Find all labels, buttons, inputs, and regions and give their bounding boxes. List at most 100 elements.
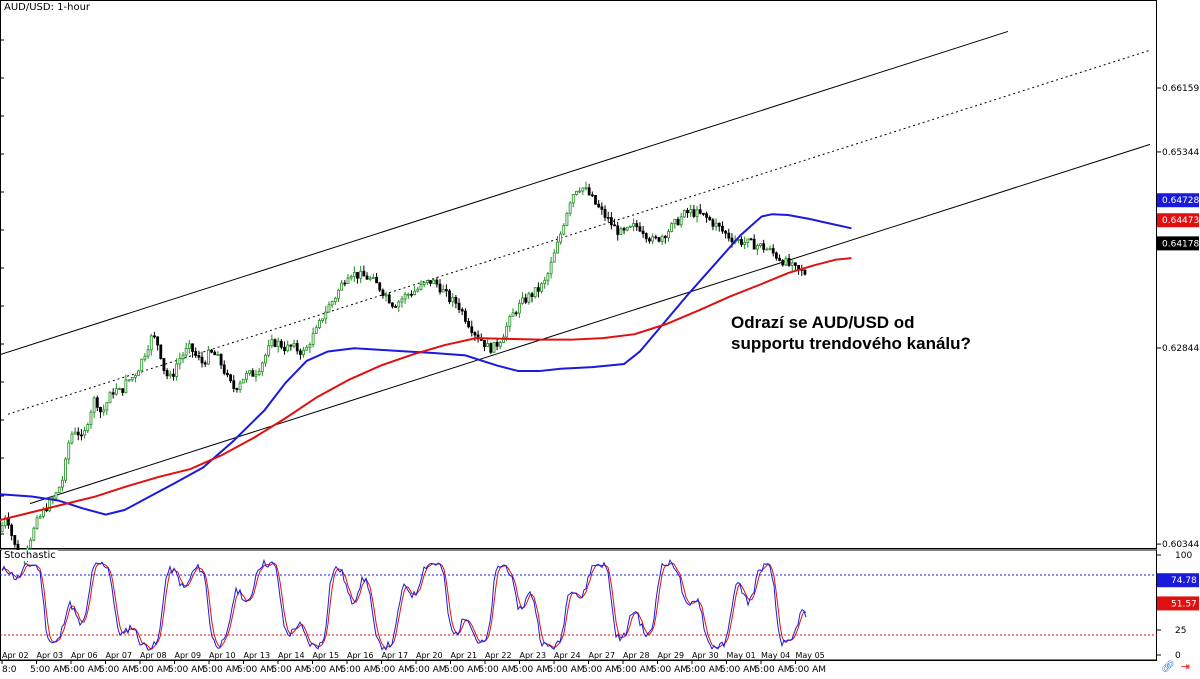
candle-body (597, 203, 601, 208)
candle-body (241, 378, 245, 384)
candle-body (92, 397, 96, 413)
price-tick-label: 0.66159 (1162, 84, 1199, 94)
candle-body (181, 354, 185, 360)
x-date-label: Apr 29 (658, 651, 685, 660)
candle-body (283, 346, 286, 352)
candle-body (549, 261, 553, 275)
candle-body (740, 239, 743, 245)
candle-body (327, 304, 331, 313)
candle-body (473, 332, 477, 336)
candle-body (213, 351, 217, 356)
candle-body (467, 320, 470, 328)
candle-body (590, 194, 594, 197)
candle-body (771, 248, 775, 254)
price-pointer (1156, 240, 1160, 247)
candle-body (397, 301, 401, 308)
x-date-label: Apr 02 (2, 651, 29, 660)
x-date-label: Apr 06 (71, 651, 98, 660)
candle-body (530, 293, 534, 297)
price-badge-blue-label: 0.64728 (1162, 196, 1199, 206)
candle-body (578, 190, 582, 193)
candle-body (352, 272, 356, 277)
candle-body (517, 302, 521, 314)
x-time-label: 5:00 AM (651, 665, 688, 675)
x-date-label: Apr 21 (451, 651, 478, 660)
candle-body (162, 358, 166, 371)
link-icon[interactable]: 🔗︎ (1160, 660, 1175, 673)
candle-body (305, 346, 309, 351)
candle-body (264, 354, 267, 364)
candle-body (429, 280, 432, 284)
candle-body (730, 237, 734, 243)
x-date-label: Apr 22 (485, 651, 512, 660)
candle-body (768, 248, 772, 250)
candle-body (641, 230, 645, 234)
candle-body (346, 277, 350, 284)
candle-body (667, 231, 670, 239)
x-time-label: 5:00 AM (203, 665, 240, 675)
stoch-tick-label: 0 (1175, 651, 1181, 661)
candle-body (64, 458, 67, 481)
candle-body (143, 355, 147, 360)
candle-body (543, 279, 547, 285)
candle-body (603, 208, 607, 218)
chart-title: AUD/USD: 1-hour (2, 2, 93, 13)
candle-body (314, 327, 318, 334)
candle-body (759, 243, 762, 246)
candle-body (362, 270, 366, 277)
candle-body (422, 282, 426, 285)
candle-body (594, 195, 597, 205)
candle-body (406, 293, 410, 296)
x-date-label: Apr 13 (244, 651, 271, 660)
candle-body (794, 262, 797, 266)
price-badge-blue (1157, 193, 1199, 208)
candle-body (248, 370, 252, 374)
x-date-label: Apr 17 (382, 651, 409, 660)
candle-body (172, 373, 175, 377)
candle-body (778, 257, 781, 261)
candle-body (629, 225, 632, 228)
candle-body (673, 219, 677, 224)
candle-body (187, 343, 191, 349)
candle-body (540, 283, 543, 292)
candle-body (495, 341, 499, 347)
candle-body (279, 340, 283, 348)
candle-body (448, 290, 451, 303)
candle-body (114, 388, 118, 395)
candle-body (333, 297, 337, 303)
candle-body (460, 309, 464, 312)
candle-body (505, 325, 509, 338)
x-time-label: 5:00 AM (444, 665, 481, 675)
candle-body (724, 230, 728, 234)
candle-body (378, 282, 382, 291)
scroll-right-icon[interactable]: ⇥ (1180, 660, 1190, 673)
x-date-label: May 04 (761, 651, 790, 660)
candle-body (210, 349, 213, 353)
x-date-label: Apr 27 (589, 651, 616, 660)
candle-body (111, 392, 115, 395)
candle-body (32, 527, 36, 541)
x-date-label: Apr 03 (37, 651, 64, 660)
annotation-text: Odrazí se AUD/USD od supportu trendového… (731, 312, 1031, 354)
x-time-label: 5:00 AM (755, 665, 792, 675)
candle-body (235, 388, 239, 391)
candle-body (444, 289, 448, 292)
candle-body (245, 372, 248, 380)
candle-body (587, 187, 591, 196)
candle-body (676, 219, 680, 226)
candle-body (89, 411, 93, 425)
candle-body (695, 209, 699, 217)
candle-body (124, 379, 128, 393)
x-time-label: 5:00 AM (582, 665, 619, 675)
candle-body (483, 340, 486, 347)
candle-body (286, 344, 290, 352)
candle-body (156, 336, 160, 346)
candle-body (127, 379, 131, 382)
x-first-time-label: 8:0 (2, 665, 17, 675)
candle-body (70, 433, 74, 444)
candle-body (10, 524, 14, 536)
candle-body (638, 226, 642, 232)
candle-body (337, 289, 340, 299)
candle-body (486, 343, 490, 347)
